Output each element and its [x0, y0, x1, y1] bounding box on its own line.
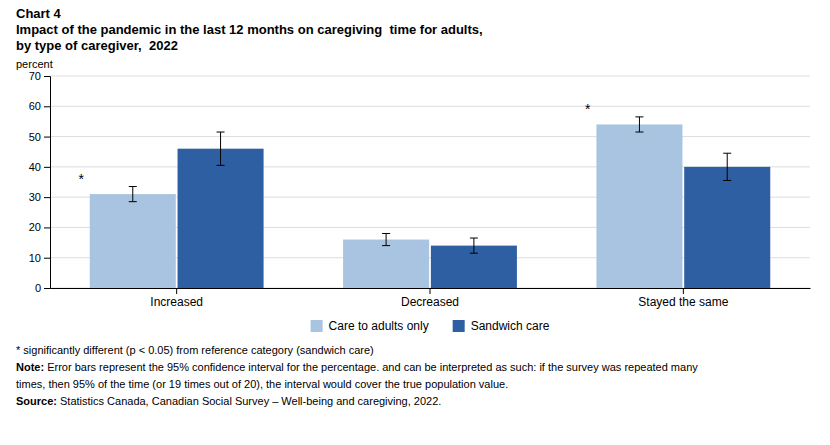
x-tick: Increased: [150, 288, 203, 309]
error-bar-line: [470, 253, 478, 254]
series: [90, 117, 683, 288]
y-tick: 70: [29, 70, 50, 82]
y-tick: 0: [35, 282, 50, 294]
title: Chart 4: [16, 6, 62, 21]
y-tick-label: 60: [29, 100, 41, 112]
error-bar-line: [723, 180, 731, 181]
y-tick-label: 50: [29, 131, 41, 143]
error-bar-line: [382, 233, 390, 234]
error-bar: [217, 132, 225, 165]
error-bar: [723, 153, 731, 180]
plot: 010203040506070**IncreasedDecreasedStaye…: [29, 70, 811, 309]
error-bar-line: [220, 132, 221, 165]
subtitle: by type of caregiver, 2022: [16, 38, 178, 53]
error-bar-line: [639, 117, 640, 132]
note-label: Source:: [16, 395, 57, 407]
error-bar-line: [635, 132, 643, 133]
bar: [596, 124, 682, 288]
bar: [343, 240, 429, 288]
error-bar-line: [217, 132, 225, 133]
error-bar: [470, 238, 478, 253]
subtitle: Impact of the pandemic in the last 12 mo…: [16, 22, 483, 37]
annotations: **: [78, 101, 591, 187]
legend-swatch: [453, 320, 465, 332]
error-bar-line: [727, 153, 728, 180]
legend: Care to adults only Sandwich care: [311, 319, 550, 333]
legend-swatch: [311, 320, 323, 332]
bar: [90, 194, 176, 288]
y-tick-mark: [44, 106, 50, 107]
y-tick-label: 40: [29, 161, 41, 173]
error-bar-line: [473, 238, 474, 253]
legend-label: Care to adults only: [329, 319, 429, 333]
error-bar-line: [132, 187, 133, 202]
error-bar-line: [635, 116, 643, 117]
marks: [90, 117, 770, 288]
y-tick: 10: [29, 252, 50, 264]
y-tick: 20: [29, 221, 50, 233]
grid-line: [50, 76, 810, 77]
error-bar-line: [386, 233, 387, 245]
note: Source: Statistics Canada, Canadian Soci…: [16, 395, 441, 407]
grid-line: [50, 106, 810, 107]
y-axis: 0 10 20 30 40 50 60 70: [29, 70, 51, 294]
x-tick-label: Increased: [150, 295, 203, 309]
legend-item: Care to adults only: [311, 319, 429, 333]
y-tick-mark: [44, 258, 50, 259]
significance-label: *: [585, 101, 591, 117]
grid-line: [50, 136, 810, 137]
note-label: Note:: [16, 361, 44, 373]
y-tick-label: 70: [29, 70, 41, 82]
chart: Chart 4Impact of the pandemic in the las…: [0, 0, 830, 445]
y-tick-label: 20: [29, 221, 41, 233]
y-tick: 60: [29, 100, 50, 112]
error-bar: [382, 233, 390, 245]
error-bar-line: [470, 238, 478, 239]
grid: [50, 76, 810, 288]
y-tick-label: 30: [29, 191, 41, 203]
error-bar-line: [723, 153, 731, 154]
y-tick-label: 10: [29, 252, 41, 264]
error-bar-line: [129, 201, 137, 202]
y-tick-mark: [44, 137, 50, 138]
x-tick-label: Decreased: [401, 295, 459, 309]
y-axis-label: percent: [16, 58, 53, 70]
x-tick-mark: [176, 288, 177, 294]
y-tick: 40: [29, 161, 50, 173]
y-tick: 30: [29, 191, 50, 203]
x-tick-mark: [430, 288, 431, 294]
significance-label: *: [78, 171, 84, 187]
error-bar-line: [382, 245, 390, 246]
bar: [178, 149, 264, 288]
y-tick-label: 0: [35, 282, 41, 294]
y-tick-mark: [44, 227, 50, 228]
x-tick-label: Stayed the same: [638, 295, 728, 309]
y-tick-mark: [44, 197, 50, 198]
legend-label: Sandwich care: [471, 319, 550, 333]
series: [178, 132, 771, 288]
y-axis-line: [44, 77, 51, 289]
error-bar: [129, 187, 137, 202]
error-bar-line: [217, 165, 225, 166]
x-tick-mark: [683, 288, 684, 294]
x-axis: Increased Decreased Stayed the same: [51, 288, 811, 309]
note: Note: Error bars represent the 95% confi…: [16, 361, 698, 373]
y-tick-mark: [44, 76, 50, 77]
note-text: Statistics Canada, Canadian Social Surve…: [57, 395, 441, 407]
note: times, then 95% of the time (or 19 times…: [16, 378, 508, 390]
error-bar: [635, 117, 643, 132]
legend-item: Sandwich care: [453, 319, 550, 333]
x-tick: Stayed the same: [638, 288, 728, 309]
x-tick: Decreased: [401, 288, 459, 309]
error-bar-line: [129, 186, 137, 187]
bar: [684, 167, 770, 288]
y-tick-mark: [44, 167, 50, 168]
y-tick: 50: [29, 131, 50, 143]
note: * significantly different (p < 0.05) fro…: [16, 344, 374, 356]
y-tick-mark: [44, 288, 50, 289]
note-text: Error bars represent the 95% confidence …: [44, 361, 698, 373]
